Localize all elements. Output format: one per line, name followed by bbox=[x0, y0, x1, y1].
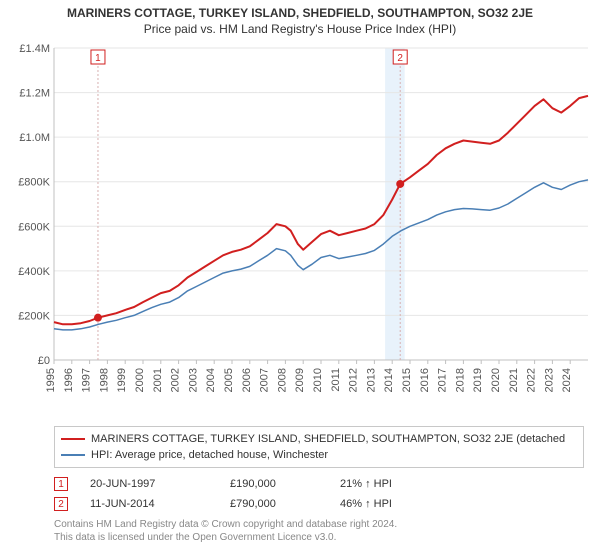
legend-label: MARINERS COTTAGE, TURKEY ISLAND, SHEDFIE… bbox=[91, 433, 565, 445]
svg-text:1999: 1999 bbox=[116, 368, 128, 392]
svg-text:£0: £0 bbox=[38, 355, 50, 367]
legend-row: MARINERS COTTAGE, TURKEY ISLAND, SHEDFIE… bbox=[61, 431, 577, 447]
svg-text:2011: 2011 bbox=[330, 368, 342, 392]
svg-text:£800K: £800K bbox=[18, 177, 50, 189]
svg-text:£1.2M: £1.2M bbox=[19, 88, 50, 100]
marker-note: 21% ↑ HPI bbox=[340, 478, 392, 490]
svg-text:2003: 2003 bbox=[187, 368, 199, 392]
legend-swatch bbox=[61, 454, 85, 456]
legend-swatch bbox=[61, 438, 85, 440]
svg-text:2013: 2013 bbox=[365, 368, 377, 392]
marker-price: £790,000 bbox=[230, 498, 340, 510]
svg-text:1995: 1995 bbox=[45, 368, 57, 392]
markers-table: 1 20-JUN-1997£190,00021% ↑ HPI 2 11-JUN-201… bbox=[54, 474, 584, 514]
svg-text:2016: 2016 bbox=[419, 368, 431, 392]
svg-text:2005: 2005 bbox=[223, 368, 235, 392]
svg-text:2004: 2004 bbox=[205, 368, 217, 392]
svg-text:1997: 1997 bbox=[81, 368, 93, 392]
chart-title: MARINERS COTTAGE, TURKEY ISLAND, SHEDFIE… bbox=[6, 6, 594, 20]
svg-text:2022: 2022 bbox=[526, 368, 538, 392]
svg-text:1: 1 bbox=[95, 53, 101, 64]
svg-text:2014: 2014 bbox=[383, 368, 395, 392]
svg-text:2020: 2020 bbox=[490, 368, 502, 392]
svg-text:2007: 2007 bbox=[259, 368, 271, 392]
svg-text:£1.4M: £1.4M bbox=[19, 43, 50, 55]
svg-text:2019: 2019 bbox=[472, 368, 484, 392]
marker-date: 11-JUN-2014 bbox=[90, 498, 230, 510]
svg-text:£200K: £200K bbox=[18, 310, 50, 322]
footer-line-2: This data is licensed under the Open Gov… bbox=[54, 531, 584, 544]
marker-note: 46% ↑ HPI bbox=[340, 498, 392, 510]
svg-text:2018: 2018 bbox=[454, 368, 466, 392]
svg-text:2006: 2006 bbox=[241, 368, 253, 392]
line-chart-svg: £0 £200K £400K £600K £800K £1.0M £1.2M £1.4M 199… bbox=[6, 40, 594, 420]
svg-text:2012: 2012 bbox=[348, 368, 360, 392]
legend-label: HPI: Average price, detached house, Winc… bbox=[91, 449, 328, 461]
marker-row: 1 20-JUN-1997£190,00021% ↑ HPI bbox=[54, 474, 584, 494]
legend-row: HPI: Average price, detached house, Winc… bbox=[61, 447, 577, 463]
marker-badge: 1 bbox=[54, 477, 68, 491]
marker-date: 20-JUN-1997 bbox=[90, 478, 230, 490]
chart-container: £0 £200K £400K £600K £800K £1.0M £1.2M £1.4M 199… bbox=[6, 40, 594, 420]
svg-text:1996: 1996 bbox=[63, 368, 75, 392]
svg-text:£600K: £600K bbox=[18, 221, 50, 233]
footer-line-1: Contains HM Land Registry data © Crown c… bbox=[54, 518, 584, 531]
marker-price: £190,000 bbox=[230, 478, 340, 490]
svg-text:2: 2 bbox=[397, 53, 403, 64]
legend: MARINERS COTTAGE, TURKEY ISLAND, SHEDFIE… bbox=[54, 426, 584, 468]
svg-text:2021: 2021 bbox=[508, 368, 520, 392]
svg-text:£1.0M: £1.0M bbox=[19, 132, 50, 144]
footer-attribution: Contains HM Land Registry data © Crown c… bbox=[54, 518, 584, 544]
svg-text:2009: 2009 bbox=[294, 368, 306, 392]
svg-text:2010: 2010 bbox=[312, 368, 324, 392]
svg-text:2001: 2001 bbox=[152, 368, 164, 392]
svg-text:2017: 2017 bbox=[437, 368, 449, 392]
chart-subtitle: Price paid vs. HM Land Registry's House … bbox=[6, 22, 594, 36]
svg-text:2015: 2015 bbox=[401, 368, 413, 392]
svg-text:2023: 2023 bbox=[543, 368, 555, 392]
marker-badge: 2 bbox=[54, 497, 68, 511]
svg-text:2000: 2000 bbox=[134, 368, 146, 392]
svg-text:2024: 2024 bbox=[561, 368, 573, 392]
svg-text:2002: 2002 bbox=[170, 368, 182, 392]
svg-text:2008: 2008 bbox=[276, 368, 288, 392]
svg-text:1998: 1998 bbox=[98, 368, 110, 392]
svg-text:£400K: £400K bbox=[18, 266, 50, 278]
marker-row: 2 11-JUN-2014£790,00046% ↑ HPI bbox=[54, 494, 584, 514]
